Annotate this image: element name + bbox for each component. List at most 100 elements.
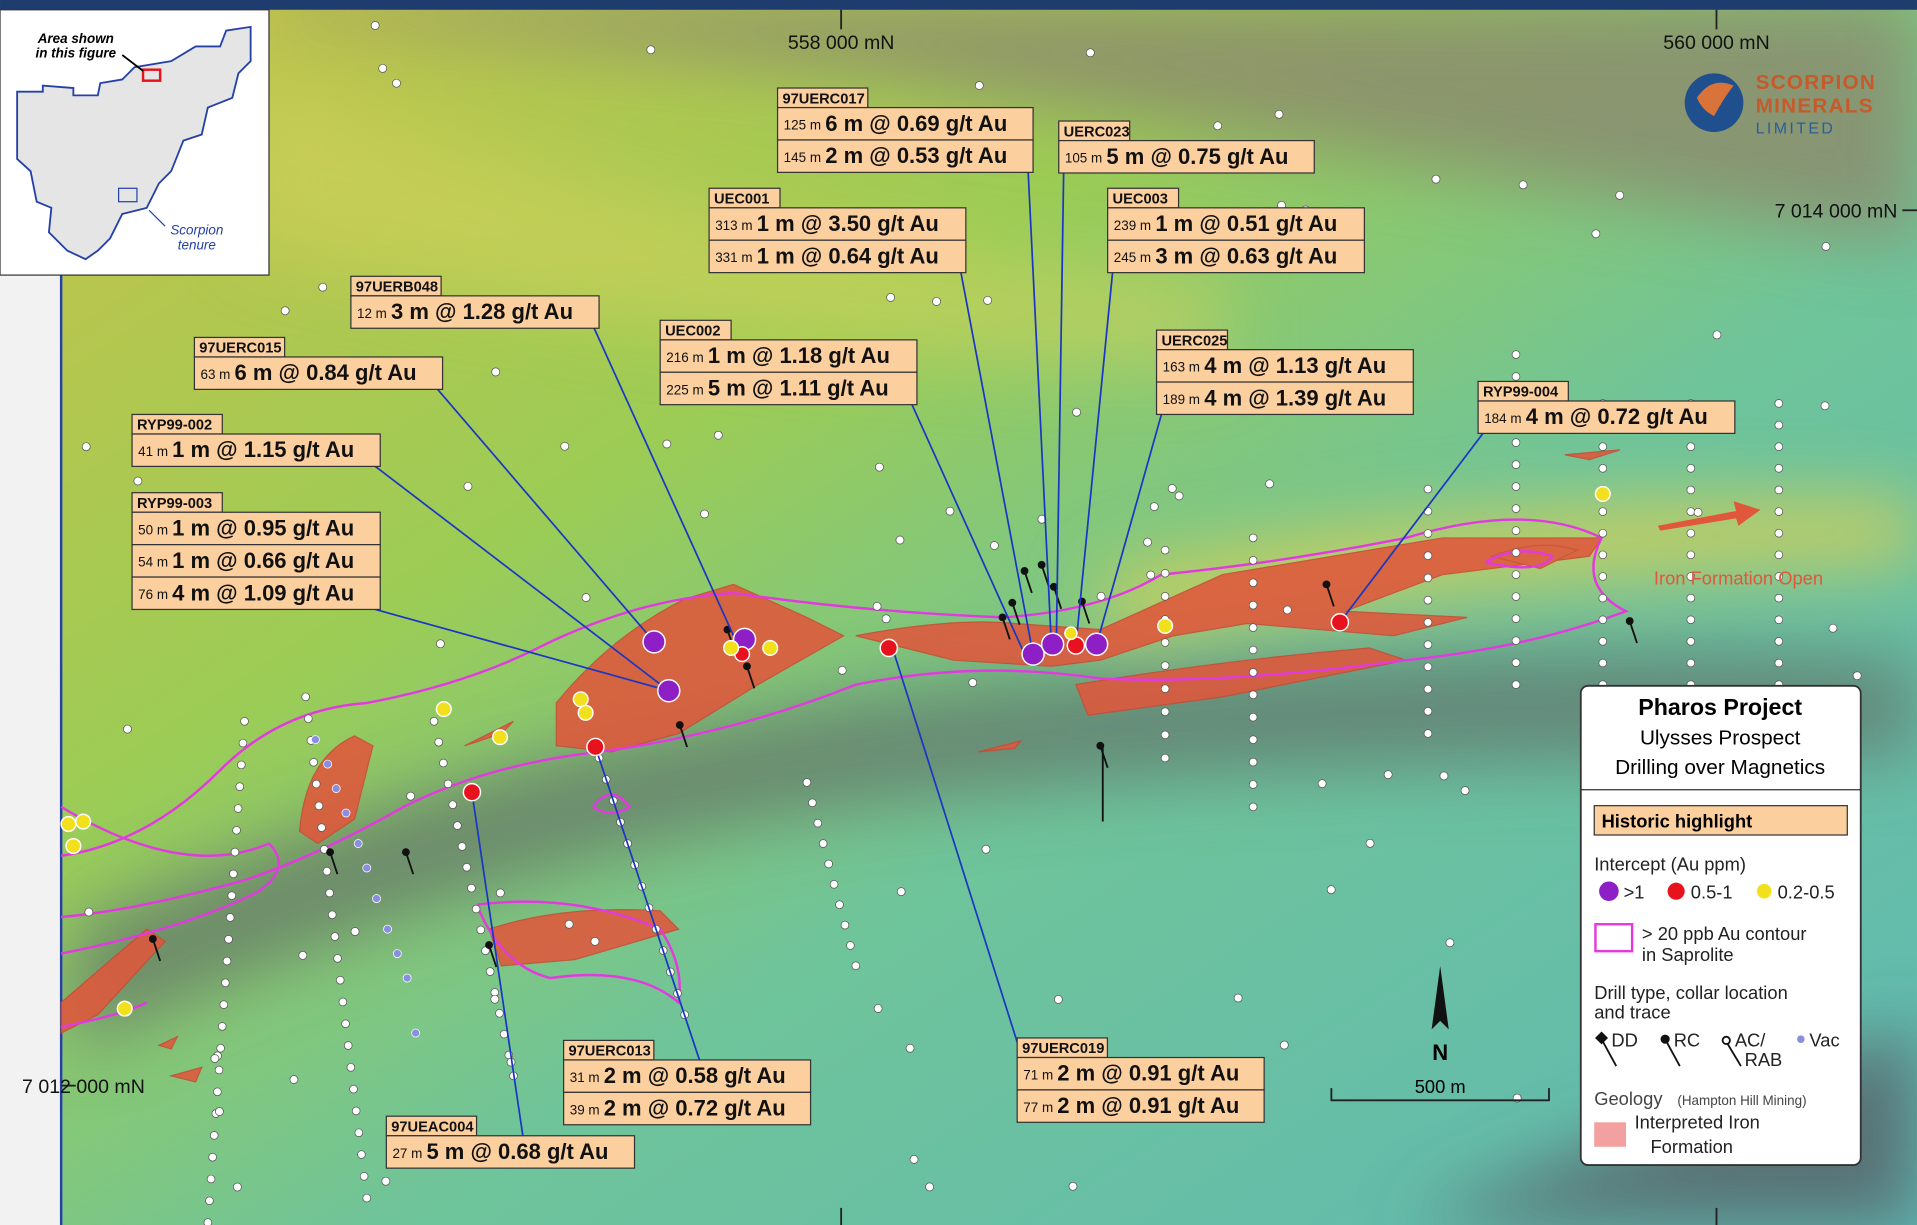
drill-collar	[325, 888, 334, 898]
drill-collar	[1686, 615, 1696, 625]
drill-collar	[1096, 741, 1105, 750]
drill-collar	[221, 978, 230, 988]
drill-collar	[350, 927, 360, 936]
drill-collar	[362, 863, 372, 873]
drill-collar	[802, 778, 812, 787]
drill-collar	[1598, 637, 1608, 646]
intercept-depth: 54 m	[138, 555, 168, 570]
intercept-box	[563, 1059, 812, 1093]
drill-collar	[1423, 707, 1433, 716]
legend-symbol	[1599, 881, 1619, 902]
drill-collar	[448, 800, 458, 810]
legend-symbol	[1667, 882, 1685, 900]
drill-collar	[1820, 401, 1830, 411]
drill-collar	[311, 735, 320, 745]
drill-collar	[1598, 442, 1608, 451]
legend-title: Pharos Project	[1638, 694, 1802, 720]
drill-collar	[1423, 618, 1433, 627]
intercept-box	[563, 1091, 812, 1126]
intercept-depth: 71 m	[1023, 1068, 1053, 1083]
drill-collar	[330, 932, 340, 941]
intercept-box	[776, 139, 1034, 173]
drill-collar	[886, 293, 896, 302]
drill-collar	[974, 81, 984, 90]
grid-label: 7 014 000 mN	[1775, 201, 1898, 223]
intercept-depth: 184 m	[1484, 411, 1521, 426]
drill-collar	[1423, 640, 1433, 649]
legend-heading: Intercept (Au ppm)	[1594, 853, 1746, 874]
drill-collar	[1774, 637, 1784, 646]
drill-collar	[227, 891, 237, 900]
drill-collar	[205, 1196, 214, 1206]
legend-symbol	[1594, 1122, 1627, 1147]
drill-collar	[1020, 567, 1029, 575]
drill-collar	[462, 863, 472, 872]
legend-item: RAB	[1745, 1049, 1783, 1070]
intercept-text: 2 m @ 0.72 g/t Au	[604, 1096, 786, 1121]
drill-collar	[872, 601, 882, 611]
intercept-depth: 189 m	[1163, 392, 1200, 407]
intercept-depth: 41 m	[138, 444, 168, 459]
drill-collar	[998, 613, 1007, 622]
drill-collar	[453, 821, 462, 830]
scale-label: 500 m	[1415, 1076, 1466, 1097]
drill-collar	[1213, 121, 1223, 131]
drill-collar	[1423, 573, 1433, 583]
drill-collar	[81, 442, 91, 452]
drill-collar	[1248, 712, 1258, 722]
drill-collar	[1511, 526, 1521, 535]
drill-collar	[1511, 482, 1521, 491]
drill-collar	[476, 925, 486, 935]
drill-collar	[818, 839, 828, 848]
intercept-depth: 145 m	[784, 150, 821, 165]
drill-collar	[1511, 548, 1521, 557]
intercept-text: 5 m @ 1.11 g/t Au	[708, 375, 889, 400]
drill-collar	[233, 804, 243, 813]
intercept-text: 1 m @ 1.15 g/t Au	[172, 437, 354, 462]
drill-collar	[662, 439, 672, 449]
legend-item: AC/	[1735, 1030, 1766, 1051]
drill-collar	[1248, 578, 1258, 588]
drill-collar	[463, 481, 473, 491]
drill-collar	[905, 1043, 915, 1053]
drill-collar	[1625, 617, 1634, 625]
drill-collar	[829, 880, 839, 889]
drill-collar	[123, 724, 132, 734]
area-marker	[141, 68, 162, 82]
au-contour	[60, 518, 1630, 1029]
drill-collar	[335, 975, 345, 985]
inset-arrow	[148, 209, 166, 227]
hole-label: 97UERB048	[356, 280, 438, 296]
drill-collar	[1774, 420, 1784, 430]
drill-collar	[1511, 614, 1521, 623]
drill-collar	[406, 791, 416, 801]
drill-collar	[370, 21, 380, 30]
drill-collar	[1686, 528, 1696, 538]
drill-collar	[1686, 464, 1696, 473]
drill-collar	[895, 535, 905, 545]
drill-collars	[81, 21, 1862, 1225]
legend-item: Formation	[1650, 1136, 1733, 1157]
drill-collar	[983, 295, 993, 305]
drill-collar	[675, 721, 684, 729]
inset-tenure: tenure	[178, 237, 216, 252]
legend-item: >1	[1624, 882, 1645, 903]
drill-collar	[1160, 684, 1170, 693]
intercept-depth: 76 m	[138, 587, 168, 602]
drill-collar	[1248, 556, 1258, 565]
drill-collar	[222, 956, 232, 966]
map-margin	[0, 275, 62, 1225]
drill-collar	[1317, 779, 1327, 789]
drill-collar	[224, 934, 233, 944]
intercept-text: 4 m @ 1.09 g/t Au	[172, 580, 354, 605]
intercept-box	[659, 371, 918, 406]
drill-collar	[346, 1063, 356, 1072]
north-arrow	[1431, 965, 1449, 1030]
drill-collar	[439, 758, 448, 768]
leader-line	[375, 608, 669, 692]
leader-line	[471, 792, 524, 1136]
drill-collar	[881, 614, 891, 624]
drill-collar	[362, 1193, 372, 1203]
drill-collar	[1322, 580, 1331, 589]
grid-label: 7 012 000 mN	[22, 1076, 145, 1098]
